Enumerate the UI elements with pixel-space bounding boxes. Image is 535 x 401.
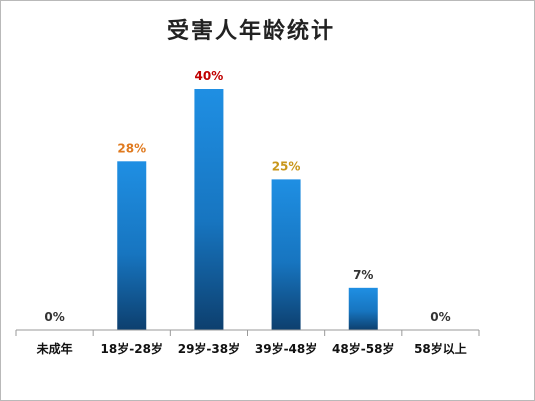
x-tick-label-4: 48岁-58岁 (332, 341, 394, 356)
x-tick-label-5: 58岁以上 (414, 341, 467, 356)
data-label-5: 0% (430, 310, 450, 324)
data-label-0: 0% (44, 310, 64, 324)
x-tick-label-3: 39岁-48岁 (255, 341, 317, 356)
x-tick-label-2: 29岁-38岁 (178, 341, 240, 356)
data-label-3: 25% (272, 159, 301, 173)
chart-title: 受害人年龄统计 (166, 18, 335, 44)
bar-1 (117, 161, 147, 330)
data-label-4: 7% (353, 268, 373, 282)
bar-3 (271, 179, 301, 330)
bar-2 (194, 89, 224, 330)
data-label-2: 40% (195, 69, 224, 83)
bar-4 (348, 287, 378, 330)
x-tick-label-1: 18岁-28岁 (101, 341, 163, 356)
x-tick-label-0: 未成年 (36, 341, 73, 356)
data-label-1: 28% (117, 141, 146, 155)
